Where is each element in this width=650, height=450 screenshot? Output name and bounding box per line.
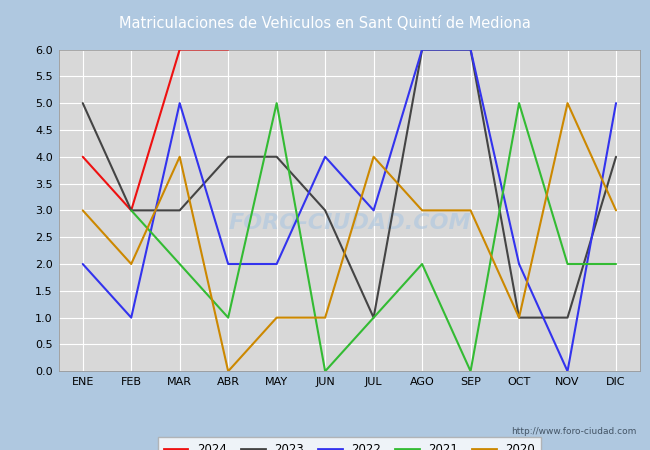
Text: http://www.foro-ciudad.com: http://www.foro-ciudad.com bbox=[512, 427, 637, 436]
Text: Matriculaciones de Vehiculos en Sant Quintí de Mediona: Matriculaciones de Vehiculos en Sant Qui… bbox=[119, 16, 531, 31]
Legend: 2024, 2023, 2022, 2021, 2020: 2024, 2023, 2022, 2021, 2020 bbox=[158, 437, 541, 450]
Text: FORO-CIUDAD.COM: FORO-CIUDAD.COM bbox=[228, 213, 471, 233]
